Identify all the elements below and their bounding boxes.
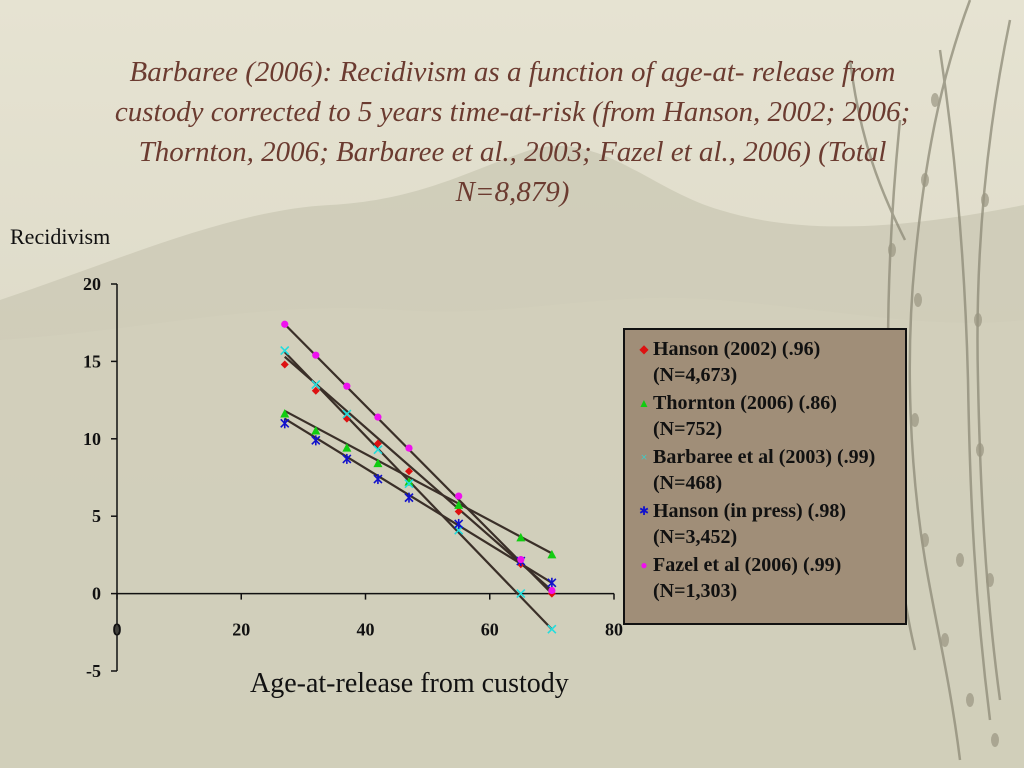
data-point <box>312 351 320 359</box>
triangle-icon: ▲ <box>638 396 650 410</box>
data-point <box>342 443 352 452</box>
data-point <box>374 413 382 421</box>
legend-label: Barbaree et al (2003) (.99) (N=468) <box>653 446 876 494</box>
chart-title: Barbaree (2006): Recidivism as a functio… <box>114 56 911 208</box>
legend-label: Hanson (in press) (.98) (N=3,452) <box>653 500 846 548</box>
y-tick-label: 15 <box>83 351 101 371</box>
data-point <box>404 467 413 476</box>
trend-line <box>283 351 553 630</box>
trend-line <box>284 417 553 584</box>
x-tick-label: 60 <box>481 620 499 640</box>
legend-item: ▲ Thornton (2006) (.86) (N=752) <box>635 390 901 442</box>
data-point <box>373 474 383 485</box>
circle-icon: ● <box>640 558 648 572</box>
x-icon: × <box>640 450 648 464</box>
data-point <box>547 577 557 588</box>
diamond-icon: ◆ <box>639 342 649 356</box>
data-point <box>548 586 556 595</box>
y-tick-label: 5 <box>92 506 101 526</box>
data-point <box>342 409 352 419</box>
data-point <box>311 386 320 395</box>
x-tick-label: 20 <box>232 620 250 640</box>
data-point <box>516 589 526 599</box>
legend-label: Hanson (2002) (.96) (N=4,673) <box>653 338 821 386</box>
data-point <box>517 555 525 564</box>
data-point <box>281 320 289 328</box>
data-point <box>373 439 382 448</box>
legend-label: Thornton (2006) (.86) (N=752) <box>653 392 837 440</box>
data-point <box>454 507 463 516</box>
data-point <box>280 418 290 429</box>
trend-line <box>284 355 553 592</box>
legend-item: ✱ Hanson (in press) (.98) (N=3,452) <box>635 498 901 550</box>
legend-item: × Barbaree et al (2003) (.99) (N=468) <box>635 444 901 496</box>
data-point <box>455 492 463 500</box>
x-axis-label: Age-at-release from custody <box>250 668 569 699</box>
y-tick-label: 0 <box>92 584 101 604</box>
data-point <box>311 380 321 390</box>
data-point <box>280 360 289 369</box>
data-point <box>373 445 383 455</box>
y-axis-label: Recidivism <box>10 224 111 249</box>
data-point <box>547 549 557 559</box>
trend-line <box>283 323 553 595</box>
data-point <box>280 409 290 418</box>
data-point <box>547 624 557 634</box>
legend-item: ● Fazel et al (2006) (.99) (N=1,303) <box>635 552 901 604</box>
chart-legend: ◆ Hanson (2002) (.96) (N=4,673) ▲ Thornton … <box>623 328 907 625</box>
asterisk-icon: ✱ <box>638 504 650 518</box>
x-tick-label: 80 <box>605 620 623 640</box>
data-point <box>404 479 414 489</box>
data-point <box>404 477 414 486</box>
data-point <box>454 518 464 529</box>
data-point <box>342 453 352 464</box>
data-point <box>404 492 414 503</box>
legend-item: ◆ Hanson (2002) (.96) (N=4,673) <box>635 336 901 388</box>
data-point <box>311 426 321 435</box>
y-tick-label: 20 <box>83 274 101 294</box>
legend-label: Fazel et al (2006) (.99) (N=1,303) <box>653 554 842 602</box>
data-point <box>373 458 383 468</box>
trend-line <box>284 409 553 555</box>
data-point <box>454 500 464 509</box>
y-tick-label: -5 <box>86 661 101 681</box>
data-point <box>311 435 321 446</box>
x-tick-label: 40 <box>357 620 375 640</box>
x-tick-label: 0 <box>113 620 122 640</box>
y-tick-label: 10 <box>83 429 101 449</box>
data-point <box>516 532 526 542</box>
data-point <box>405 444 413 452</box>
data-point <box>343 382 351 390</box>
data-point <box>280 345 290 356</box>
